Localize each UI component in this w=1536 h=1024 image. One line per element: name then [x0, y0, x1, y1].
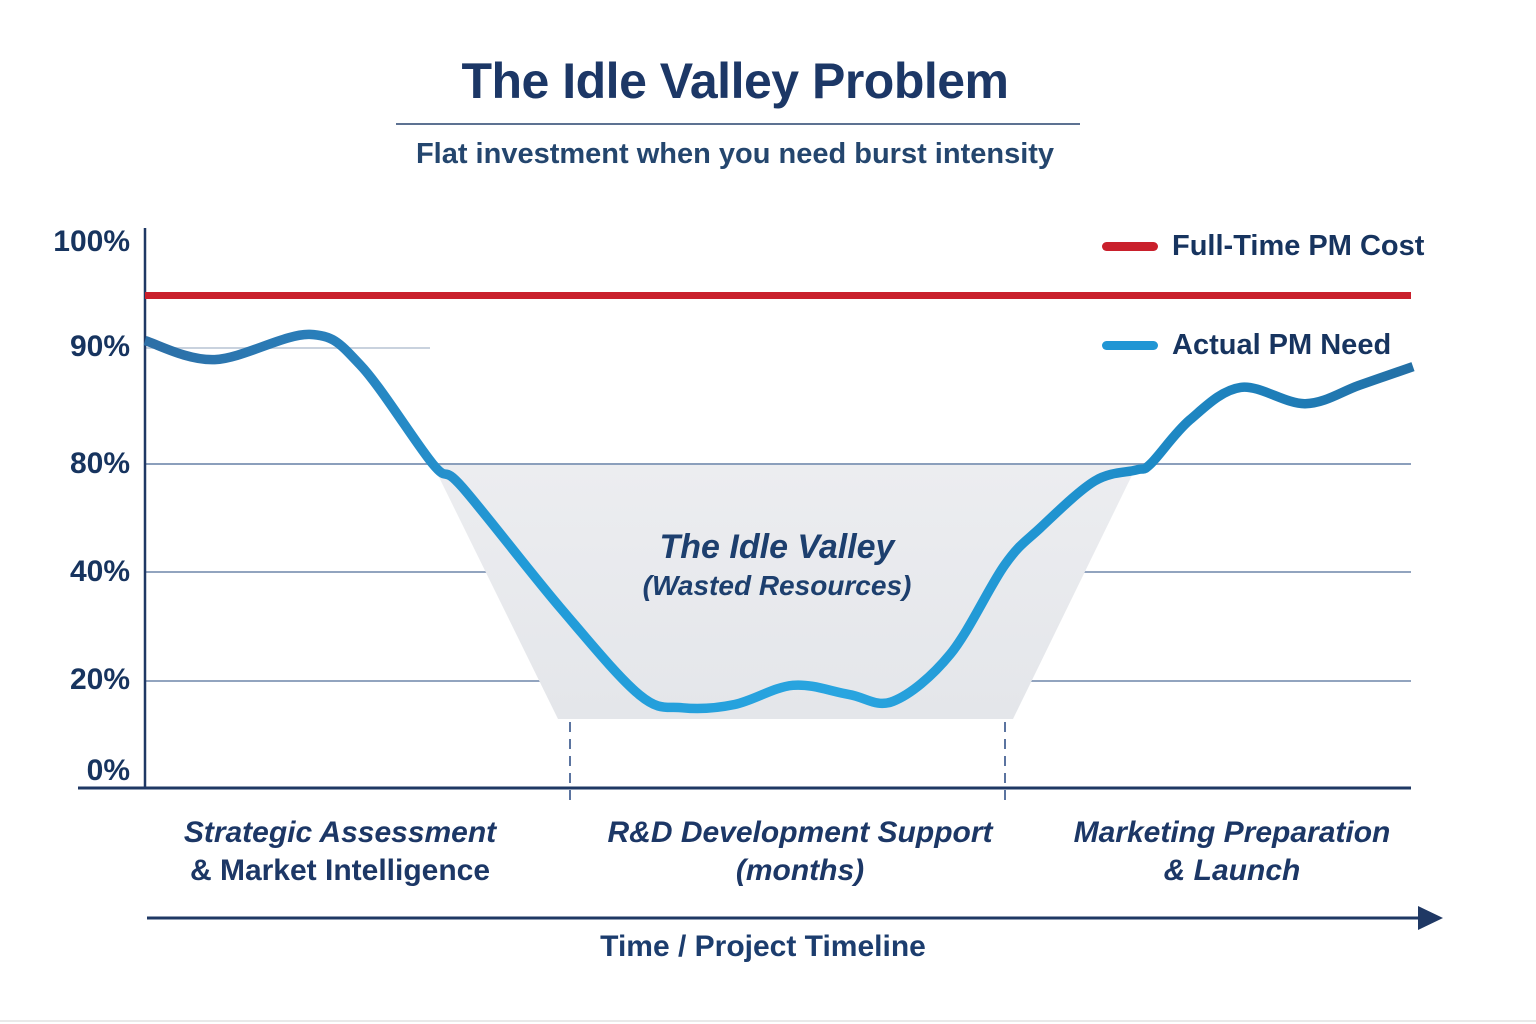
- y-tick-90: 90%: [69, 330, 130, 363]
- red-line-swatch-icon: [1102, 241, 1158, 251]
- y-tick-100: 100%: [53, 225, 130, 258]
- bottom-hairline: [0, 1020, 1536, 1022]
- phase-line2: & Market Intelligence: [189, 854, 491, 887]
- idle-valley-region: [433, 465, 1137, 719]
- title-divider: [396, 123, 1080, 125]
- phase-line1: Marketing Preparation: [1073, 816, 1391, 849]
- page-subtitle: Flat investment when you need burst inte…: [415, 138, 1055, 170]
- phase-label-marketing-launch: Marketing Preparation & Launch: [1010, 814, 1454, 890]
- actual-pm-need-curve: [143, 329, 1415, 714]
- legend-label: Actual PM Need: [1172, 328, 1392, 361]
- page-title: The Idle Valley Problem: [461, 53, 1009, 109]
- phase-line2: & Launch: [1163, 854, 1301, 887]
- y-tick-40: 40%: [69, 555, 130, 588]
- timeline-arrowhead-icon: [1418, 906, 1443, 930]
- phase-line1: Strategic Assessment: [183, 816, 497, 849]
- y-tick-80: 80%: [69, 447, 130, 480]
- blue-line-swatch-icon: [1102, 340, 1158, 350]
- phase-line2: (months): [735, 854, 865, 887]
- phase-label-strategic-assessment: Strategic Assessment & Market Intelligen…: [110, 814, 570, 890]
- x-axis-title: Time / Project Timeline: [600, 930, 926, 963]
- valley-annotation-subtitle: (Wasted Resources): [642, 570, 912, 601]
- phase-line1: R&D Development Support: [607, 816, 993, 849]
- y-tick-20: 20%: [69, 663, 130, 696]
- y-tick-0: 0%: [86, 754, 130, 787]
- legend-item-actual-pm-need: Actual PM Need: [1102, 327, 1462, 363]
- valley-annotation: The Idle Valley (Wasted Resources): [527, 526, 1027, 604]
- legend-item-full-time-pm-cost: Full-Time PM Cost: [1102, 228, 1462, 264]
- legend-label: Full-Time PM Cost: [1172, 229, 1425, 262]
- legend: Full-Time PM Cost Actual PM Need: [1102, 228, 1462, 363]
- valley-annotation-title: The Idle Valley: [659, 528, 895, 566]
- phase-label-rd-development: R&D Development Support (months): [570, 814, 1030, 890]
